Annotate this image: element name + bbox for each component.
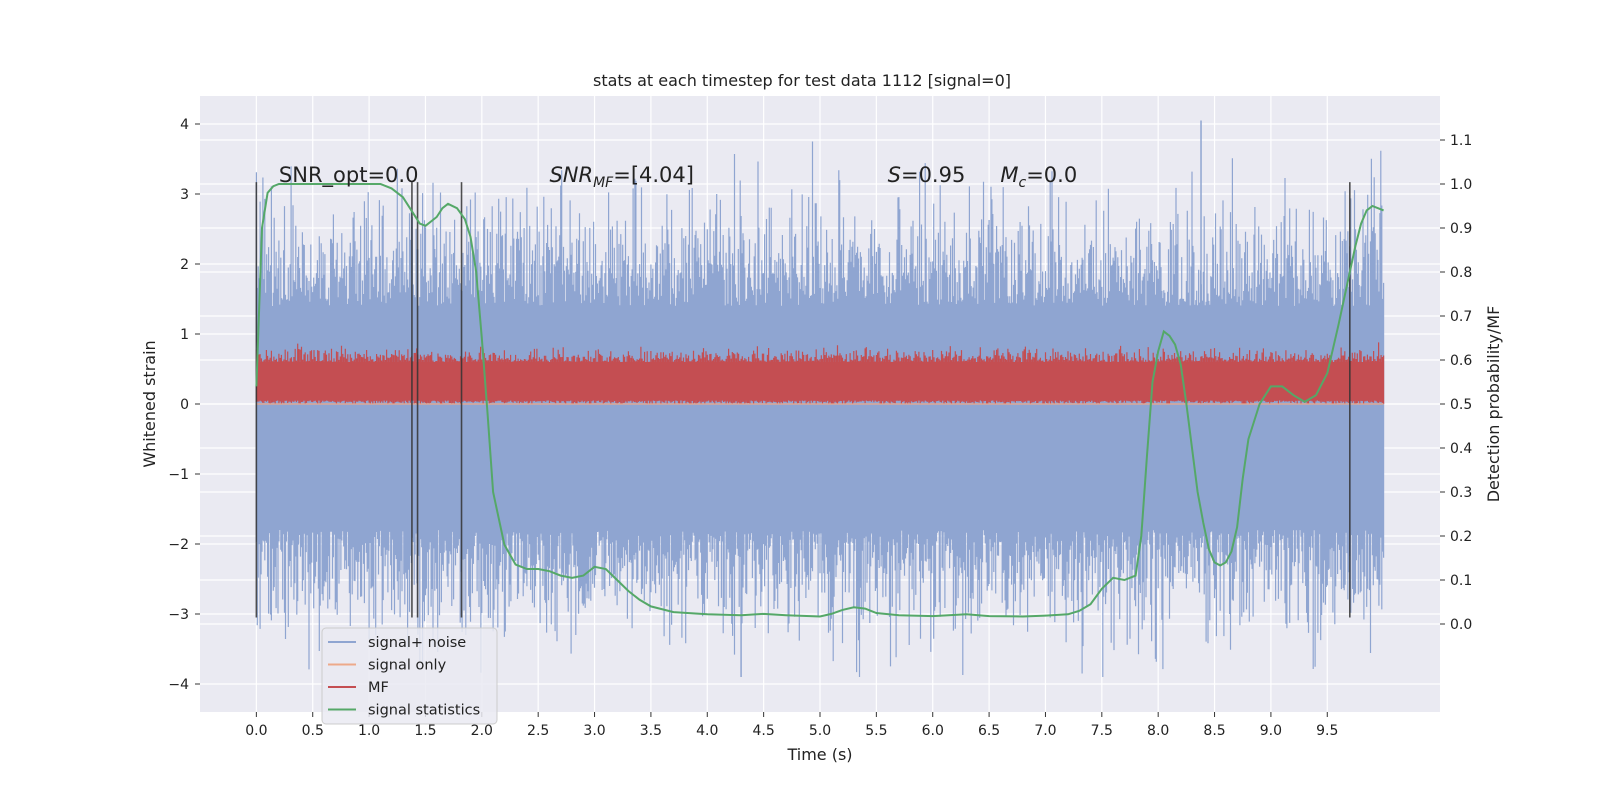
x-tick-label: 3.0 [583,723,605,739]
x-tick-label: 7.0 [1034,723,1056,739]
y-right-tick-label: 0.4 [1450,441,1472,457]
x-tick-label: 8.0 [1147,723,1169,739]
y-right-tick-label: 0.0 [1450,617,1472,633]
y-right-tick-label: 0.3 [1450,485,1472,501]
y-right-tick-label: 1.1 [1450,133,1472,149]
y-tick-label: 4 [180,117,189,133]
annotation-value: =0.95 [901,163,965,187]
vertical-markers [255,182,1351,618]
annotation-symbol: S [888,163,901,187]
x-tick-label: 4.5 [753,723,775,739]
x-tick-label: 7.5 [1091,723,1113,739]
y-right-tick-label: 0.2 [1450,529,1472,545]
y-right-tick-label: 0.6 [1450,353,1472,369]
y-axis-label: Whitened strain [140,340,159,467]
x-axis: 0.0 0.5 1.0 1.5 2.0 2.5 3.0 3.5 4.0 4.5 5.0 5.5 6.0 6… [245,712,1338,739]
x-tick-label: 6.0 [922,723,944,739]
x-tick-label: 2.5 [527,723,549,739]
y-tick-label: −4 [168,677,189,693]
annotation: S=0.95 [888,163,966,187]
annotations: SNR_opt=0.0 SNRMF=[4.04] S=0.95 Mc=0.0 [279,163,1077,191]
x-tick-label: 0.5 [302,723,324,739]
x-tick-label: 1.0 [358,723,380,739]
y-axis-right: 0.0 0.1 0.2 0.3 0.4 0.5 0.6 0.7 0.8 0.9 1.0 1.1 [1440,133,1472,633]
signal-statistics-line [255,183,1384,618]
y-tick-label: 2 [180,257,189,273]
y-right-tick-label: 0.8 [1450,265,1472,281]
x-tick-label: 9.0 [1260,723,1282,739]
x-tick-label: 0.0 [245,723,267,739]
y-right-tick-label: 1.0 [1450,177,1472,193]
annotation-value: =0.0 [1026,163,1077,187]
y-right-tick-label: 0.1 [1450,573,1472,589]
legend: signal+ noise signal only MF signal statist… [321,627,498,725]
mf-series [255,342,1385,404]
legend-label: signal only [368,658,447,674]
x-axis-label: Time (s) [786,745,852,764]
y-tick-label: 0 [180,397,189,413]
annotation: SNRMF=[4.04] [549,163,694,191]
y-right-tick-label: 0.9 [1450,221,1472,237]
annotation-subscript: MF [593,175,614,191]
annotation-symbol: M [1000,163,1018,187]
y-tick-label: 1 [180,327,189,343]
y-tick-label: −3 [168,607,189,623]
legend-label: signal statistics [368,703,480,719]
x-tick-label: 6.5 [978,723,1000,739]
annotation: SNR_opt=0.0 [279,163,419,188]
y-tick-label: −2 [168,537,189,553]
x-tick-label: 4.0 [696,723,718,739]
y-right-tick-label: 0.7 [1450,309,1472,325]
y-tick-label: 3 [180,187,189,203]
legend-box [321,627,498,725]
legend-label: MF [368,680,389,696]
chart-title: stats at each timestep for test data 111… [593,71,1011,90]
annotation: Mc=0.0 [1000,163,1077,191]
x-tick-label: 5.0 [809,723,831,739]
x-tick-label: 2.0 [471,723,493,739]
x-tick-label: 9.5 [1316,723,1338,739]
annotation-value: =[4.04] [613,163,694,187]
y-axis-left: −4 −3 −2 −1 0 1 2 3 4 [168,117,200,693]
signal-statistics-series [255,183,1384,618]
annotation-symbol: SNR [549,163,593,187]
signal-noise-series [255,120,1385,677]
legend-label: signal+ noise [368,635,466,651]
x-tick-label: 8.5 [1203,723,1225,739]
y-tick-label: −1 [168,467,189,483]
x-tick-label: 5.5 [865,723,887,739]
annotation-subscript: c [1018,175,1026,191]
x-tick-label: 1.5 [414,723,436,739]
x-tick-label: 3.5 [640,723,662,739]
y-right-tick-label: 0.5 [1450,397,1472,413]
y-axis-right-label: Detection probability/MF [1484,306,1503,503]
